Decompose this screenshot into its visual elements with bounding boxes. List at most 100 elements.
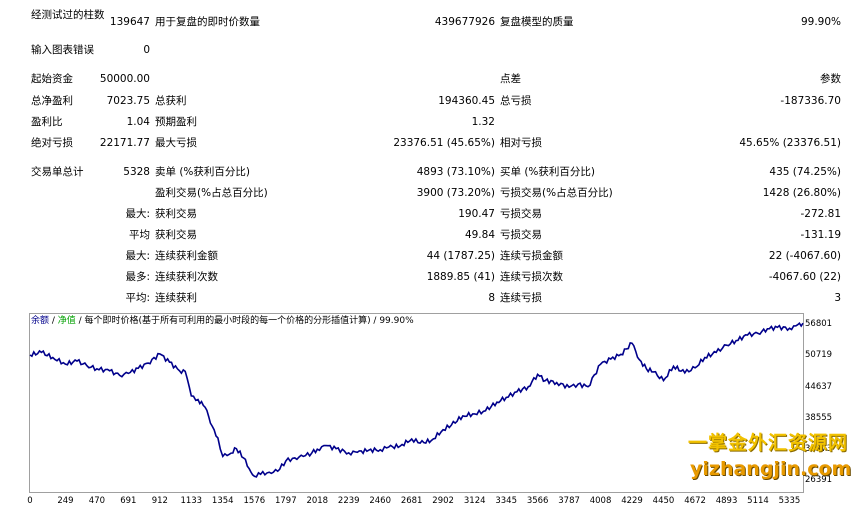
- value-absolute-drawdown: 22171.77: [99, 137, 150, 149]
- value-loss-trades: 1428 (26.80%): [762, 187, 841, 199]
- x-tick-label: 2681: [400, 496, 423, 506]
- prefix-maximal: 最多:: [125, 271, 150, 283]
- label-maximal-consecutive-profit: 连续获利次数: [155, 271, 218, 283]
- label-average-profit-trade: 获利交易: [155, 229, 197, 241]
- x-tick-label: 2018: [306, 496, 329, 506]
- value-maximal-consecutive-loss: -4067.60 (22): [768, 271, 841, 283]
- series-line-0: [29, 321, 804, 478]
- label-gross-profit: 总获利: [155, 95, 187, 107]
- value-net-profit: 7023.75: [106, 95, 150, 107]
- y-tick-label: 50719: [805, 350, 833, 361]
- value-profit-trades: 3900 (73.20%): [416, 187, 495, 199]
- x-tick-label: 470: [88, 496, 106, 506]
- y-tick-label: 44637: [805, 381, 833, 392]
- value-profit-factor: 1.04: [126, 116, 150, 128]
- value-short-positions: 4893 (73.10%): [416, 166, 495, 178]
- label-average-consecutive-wins: 连续获利: [155, 292, 197, 304]
- label-mismatched-errors: 输入图表错误: [31, 44, 94, 56]
- label-loss-trades: 亏损交易(%占总百分比): [500, 187, 613, 199]
- label-initial-deposit: 起始资金: [31, 73, 73, 85]
- prefix-average: 平均: [129, 229, 150, 241]
- label-profit-trades: 盈利交易(%占总百分比): [155, 187, 268, 199]
- value-max-consecutive-wins: 44 (1787.25): [426, 250, 495, 262]
- value-max-consecutive-losses: 22 (-4067.60): [768, 250, 841, 262]
- x-tick-label: 2239: [337, 496, 360, 506]
- label-spread: 点差: [500, 73, 521, 85]
- legend-description: / 每个即时价格(基于所有可利用的最小时段的每一个价格的分形插值计算) / 99…: [75, 316, 414, 326]
- balance-chart-svg: [29, 313, 804, 493]
- chart-legend: 余额 / 净值 / 每个即时价格(基于所有可利用的最小时段的每一个价格的分形插值…: [31, 316, 414, 327]
- x-tick-label: 4672: [684, 496, 706, 506]
- value-relative-drawdown: 45.65% (23376.51): [739, 137, 841, 149]
- x-tick-label: 4893: [715, 496, 738, 506]
- prefix-maximum: 最大:: [125, 250, 150, 262]
- x-tick-label: 3787: [558, 496, 580, 506]
- label-short-positions: 卖单 (%获利百分比): [155, 166, 251, 178]
- legend-balance: 余额: [31, 316, 50, 326]
- legend-equity: 净值: [57, 316, 76, 326]
- label-expected-payoff: 预期盈利: [155, 116, 197, 128]
- x-tick-label: 4450: [652, 496, 675, 506]
- value-average-profit-trade: 49.84: [464, 229, 495, 241]
- value-average-consecutive-losses: 3: [834, 292, 841, 304]
- label-maximal-consecutive-loss: 连续亏损次数: [500, 271, 563, 283]
- x-tick-label: 1576: [243, 496, 266, 506]
- y-tick-label: 32473: [805, 443, 833, 454]
- y-tick-label: 26391: [805, 475, 833, 485]
- x-tick-label: 0: [27, 496, 33, 506]
- value-bars-tested: 139647: [109, 16, 150, 28]
- label-relative-drawdown: 相对亏损: [500, 137, 542, 149]
- value-maximal-consecutive-profit: 1889.85 (41): [426, 271, 495, 283]
- x-tick-label: 3345: [495, 496, 517, 506]
- value-mismatched-errors: 0: [143, 44, 150, 56]
- value-largest-profit-trade: 190.47: [458, 208, 495, 220]
- value-gross-loss: -187336.70: [780, 95, 841, 107]
- label-long-positions: 买单 (%获利百分比): [500, 166, 596, 178]
- prefix-largest: 最大:: [125, 208, 150, 220]
- watermark-url: yizhangjin.com: [690, 458, 852, 480]
- value-spread: 参数: [820, 73, 841, 85]
- value-maximal-drawdown: 23376.51 (45.65%): [393, 137, 495, 149]
- label-modelling-quality: 复盘模型的质量: [500, 16, 574, 28]
- label-max-consecutive-wins: 连续获利金额: [155, 250, 218, 262]
- value-expected-payoff: 1.32: [471, 116, 495, 128]
- label-absolute-drawdown: 绝对亏损: [31, 137, 73, 149]
- value-ticks-modelled: 439677926: [434, 16, 495, 28]
- value-total-trades: 5328: [123, 166, 150, 178]
- label-largest-profit-trade: 获利交易: [155, 208, 197, 220]
- x-tick-label: 4229: [621, 496, 643, 506]
- x-tick-label: 3566: [526, 496, 549, 506]
- label-largest-loss-trade: 亏损交易: [500, 208, 542, 220]
- x-tick-label: 1797: [274, 496, 297, 506]
- x-tick-label: 3124: [463, 496, 486, 506]
- label-average-consecutive-losses: 连续亏损: [500, 292, 542, 304]
- x-tick-label: 691: [120, 496, 137, 506]
- label-net-profit: 总净盈利: [31, 95, 73, 107]
- y-tick-label: 56801: [805, 319, 833, 330]
- label-profit-factor: 盈利比: [31, 116, 63, 128]
- x-tick-label: 1133: [180, 496, 203, 506]
- value-modelling-quality: 99.90%: [800, 16, 841, 28]
- x-tick-label: 249: [57, 496, 74, 506]
- value-initial-deposit: 50000.00: [99, 73, 150, 85]
- value-largest-loss-trade: -272.81: [800, 208, 841, 220]
- x-tick-label: 2902: [432, 496, 454, 506]
- chart-frame: [29, 313, 804, 493]
- prefix-average-consecutive: 平均:: [125, 292, 150, 304]
- x-tick-label: 5114: [747, 496, 769, 506]
- watermark-title: 一掌金外汇资源网: [688, 432, 849, 454]
- label-bars-tested: 经测试过的柱数: [31, 9, 105, 21]
- y-tick-label: 38555: [805, 412, 833, 423]
- balance-chart: [29, 313, 804, 493]
- x-tick-label: 2460: [369, 496, 392, 506]
- x-tick-label: 912: [151, 496, 168, 506]
- label-maximal-drawdown: 最大亏损: [155, 137, 197, 149]
- value-long-positions: 435 (74.25%): [769, 166, 841, 178]
- x-tick-label: 5335: [778, 496, 801, 506]
- x-tick-label: 1354: [211, 496, 234, 506]
- x-tick-label: 4008: [589, 496, 612, 506]
- label-total-trades: 交易单总计: [31, 166, 84, 178]
- label-ticks-modelled: 用于复盘的即时价数量: [155, 16, 260, 28]
- value-average-loss-trade: -131.19: [800, 229, 841, 241]
- legend-sep: /: [49, 316, 58, 326]
